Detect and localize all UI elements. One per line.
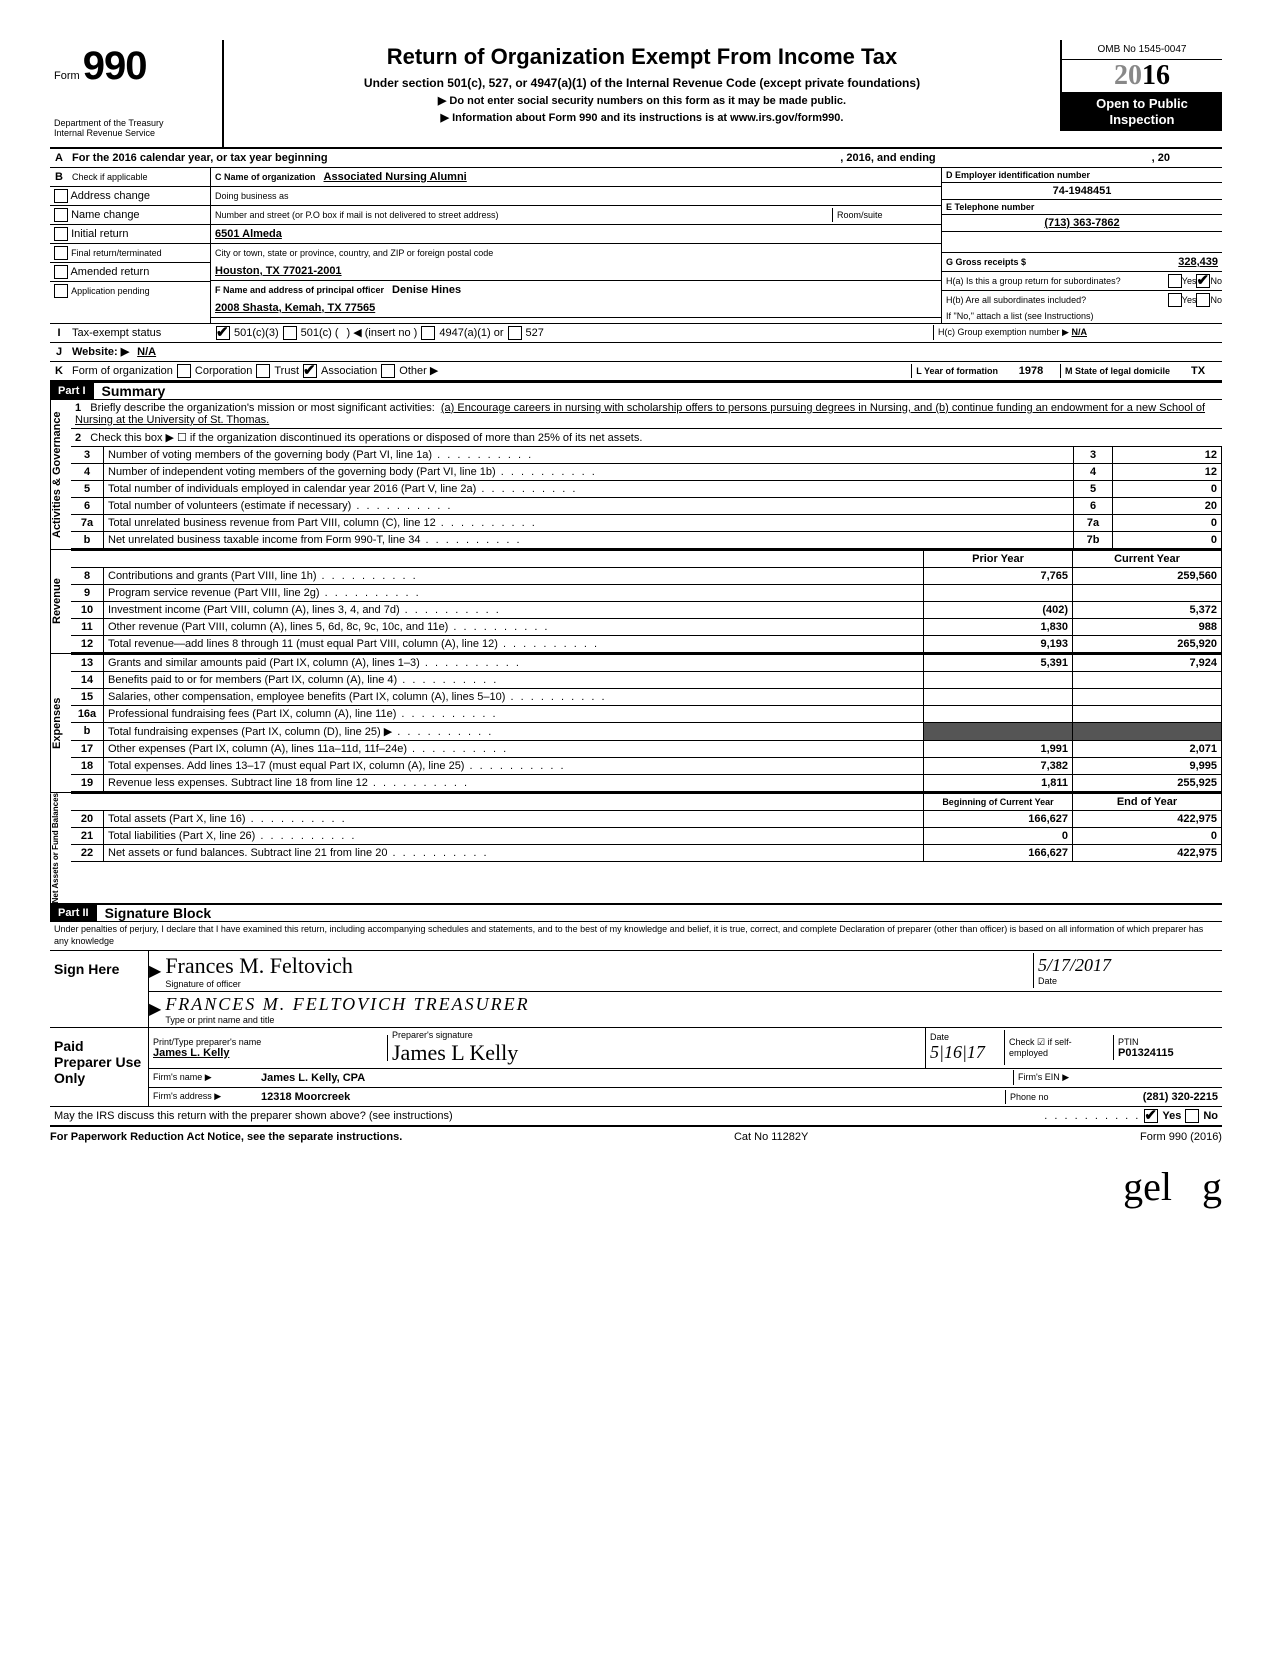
check-4947[interactable]: [421, 326, 435, 340]
hb-yes[interactable]: [1168, 293, 1182, 307]
note-info: ▶ Information about Form 990 and its ins…: [232, 111, 1052, 124]
footer: For Paperwork Reduction Act Notice, see …: [50, 1126, 1222, 1143]
preparer-signature: James L Kelly: [392, 1040, 921, 1066]
discuss-no[interactable]: [1185, 1109, 1199, 1123]
perjury-statement: Under penalties of perjury, I declare th…: [50, 922, 1222, 950]
section-label-na: Net Assets or Fund Balances: [50, 793, 71, 903]
form-number-box: Form 990 Department of the Treasury Inte…: [50, 40, 224, 147]
state-domicile: TX: [1174, 363, 1222, 379]
checkbox-final-return[interactable]: [54, 246, 68, 260]
checkbox-initial-return[interactable]: [54, 227, 68, 241]
open-public: Open to PublicInspection: [1062, 92, 1222, 131]
line-j: J Website: ▶ N/A: [50, 343, 1222, 362]
tax-year-begin-input[interactable]: [332, 156, 837, 160]
section-label-ag: Activities & Governance: [50, 400, 71, 549]
table-expenses: 13Grants and similar amounts paid (Part …: [71, 654, 1222, 792]
check-501c[interactable]: [283, 326, 297, 340]
street-address: 6501 Almeda: [211, 226, 286, 242]
line-k: K Form of organization Corporation Trust…: [50, 362, 1222, 381]
group-exemption: N/A: [1072, 327, 1088, 337]
main-title: Return of Organization Exempt From Incom…: [232, 44, 1052, 70]
table-ag: 3Number of voting members of the governi…: [71, 446, 1222, 549]
checkbox-amended[interactable]: [54, 265, 68, 279]
table-revenue: Prior YearCurrent Year 8Contributions an…: [71, 550, 1222, 653]
check-other[interactable]: [381, 364, 395, 378]
section-label-rev: Revenue: [50, 550, 71, 653]
officer-signature: Frances M. Feltovich: [165, 953, 1029, 979]
firm-phone: (281) 320-2215: [1094, 1089, 1222, 1105]
telephone: (713) 363-7862: [942, 215, 1222, 232]
section-b: BCheck if applicable Address change Name…: [50, 168, 211, 323]
check-527[interactable]: [508, 326, 522, 340]
check-assoc[interactable]: [303, 364, 317, 378]
note-ssn: ▶ Do not enter social security numbers o…: [232, 94, 1052, 107]
check-trust[interactable]: [256, 364, 270, 378]
part-2-header: Part II Signature Block: [50, 903, 1222, 922]
title-box: Return of Organization Exempt From Incom…: [224, 40, 1060, 128]
table-net-assets: Beginning of Current YearEnd of Year 20T…: [71, 793, 1222, 862]
form-label: Form: [54, 70, 80, 82]
check-501c3[interactable]: [216, 326, 230, 340]
section-label-exp: Expenses: [50, 654, 71, 792]
section-c: C Name of organization Associated Nursin…: [211, 168, 941, 323]
checkbox-address-change[interactable]: [54, 189, 68, 203]
discuss-row: May the IRS discuss this return with the…: [50, 1107, 1222, 1126]
line-a: A For the 2016 calendar year, or tax yea…: [50, 149, 1222, 168]
org-name: Associated Nursing Alumni: [320, 169, 471, 185]
omb-number: OMB No 1545-0047: [1062, 40, 1222, 60]
gross-receipts: 328,439: [1174, 254, 1222, 270]
city-state-zip: Houston, TX 77021-2001: [211, 263, 346, 279]
tax-year: 2016: [1062, 60, 1222, 92]
line-i: I Tax-exempt status 501(c)(3) 501(c) () …: [50, 324, 1222, 343]
firm-name: James L. Kelly, CPA: [257, 1070, 1013, 1086]
ein: 74-1948451: [942, 183, 1222, 200]
firm-address: 12318 Moorcreek: [257, 1089, 1005, 1105]
officer-address: 2008 Shasta, Kemah, TX 77565: [211, 300, 379, 316]
preparer-date: 5|16|17: [930, 1042, 1000, 1063]
checkbox-name-change[interactable]: [54, 208, 68, 222]
handwritten-initials: gel g: [50, 1163, 1222, 1210]
dept-irs: Internal Revenue Service: [54, 129, 214, 139]
year-of-formation: 1978: [1002, 363, 1060, 379]
ptin: P01324115: [1118, 1047, 1218, 1059]
form-header: Form 990 Department of the Treasury Inte…: [50, 40, 1222, 149]
ha-no[interactable]: [1196, 274, 1210, 288]
typed-name-title: FRANCES M. FELTOVICH TREASURER: [165, 994, 1218, 1015]
preparer-name: James L. Kelly: [153, 1047, 383, 1059]
sign-date: 5/17/2017: [1038, 955, 1218, 976]
sign-here-block: Sign Here ▶ Frances M. Feltovich Signatu…: [50, 951, 1222, 1028]
tax-year-end-input[interactable]: [940, 156, 1148, 160]
website: N/A: [133, 344, 160, 360]
part-1-header: Part I Summary: [50, 381, 1222, 400]
hb-no[interactable]: [1196, 293, 1210, 307]
officer-name: Denise Hines: [388, 282, 465, 298]
check-corp[interactable]: [177, 364, 191, 378]
ha-yes[interactable]: [1168, 274, 1182, 288]
paid-preparer-block: Paid Preparer Use Only Print/Type prepar…: [50, 1028, 1222, 1107]
discuss-yes[interactable]: [1144, 1109, 1158, 1123]
form-number: 990: [83, 44, 147, 88]
subtitle: Under section 501(c), 527, or 4947(a)(1)…: [232, 76, 1052, 90]
right-box: OMB No 1545-0047 2016 Open to PublicInsp…: [1060, 40, 1222, 131]
checkbox-app-pending[interactable]: [54, 284, 68, 298]
section-degh: D Employer identification number 74-1948…: [941, 168, 1222, 323]
